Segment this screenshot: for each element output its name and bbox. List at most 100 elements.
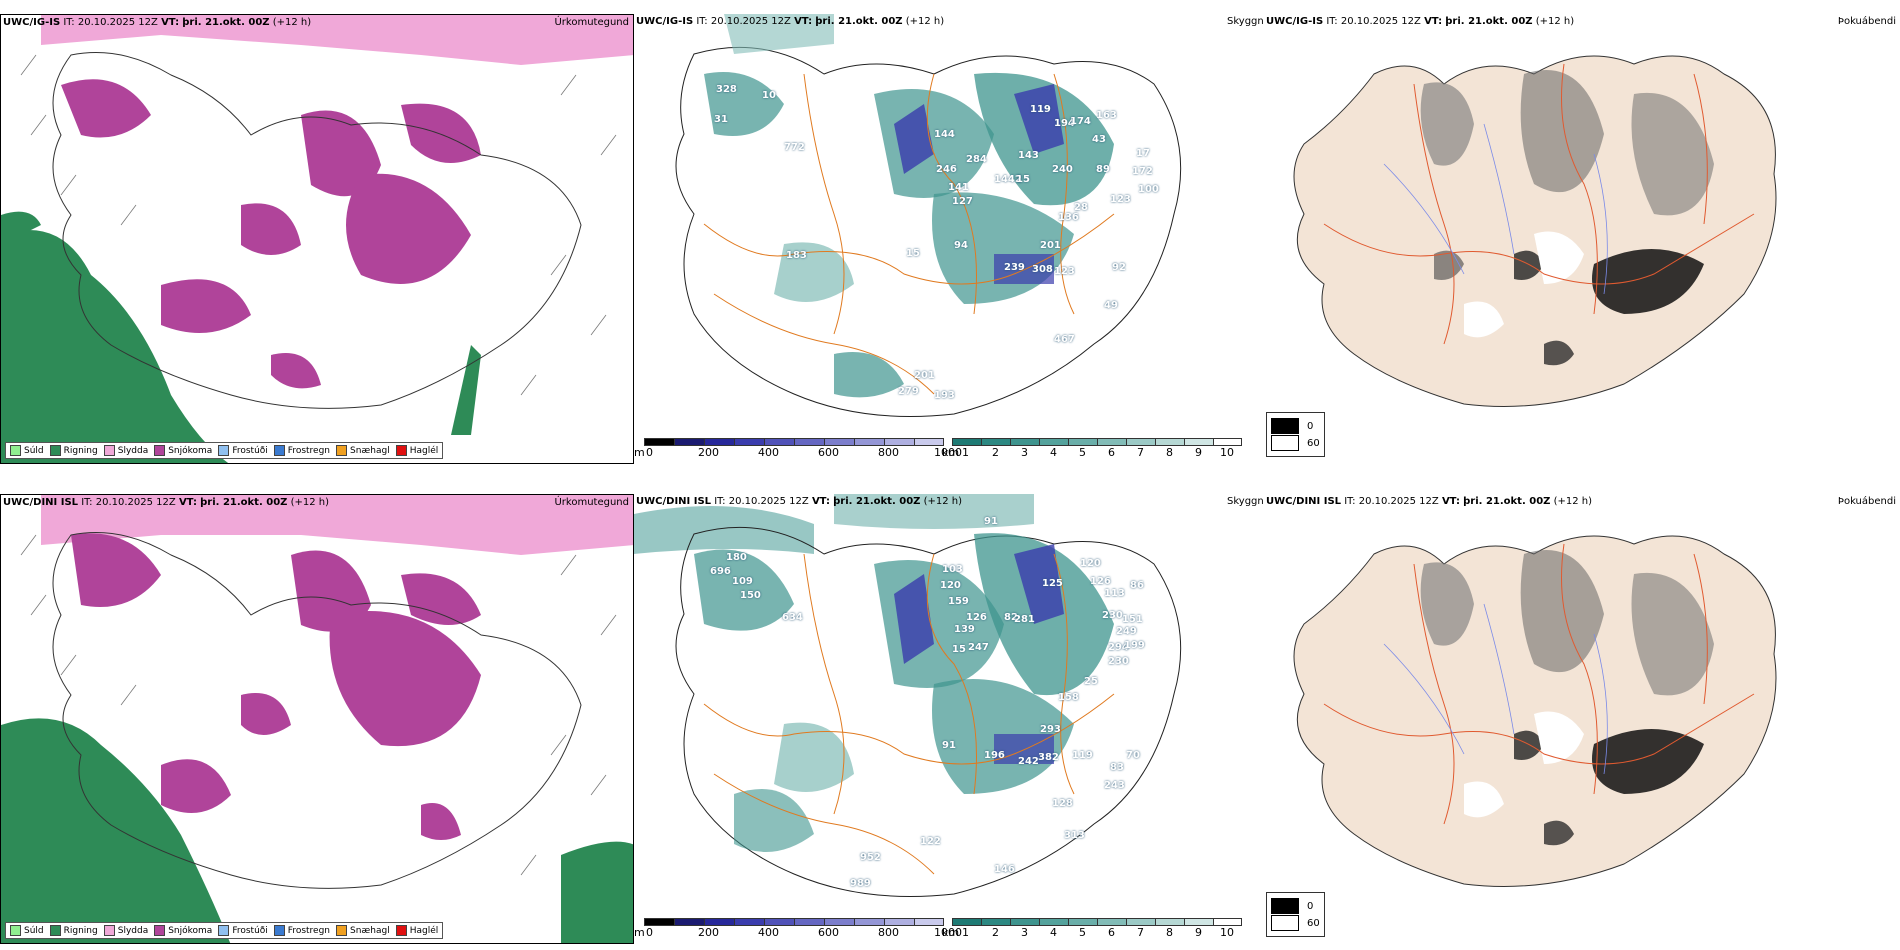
legend-swatch [10, 925, 21, 936]
visibility-value-label: 247 [968, 642, 989, 653]
precip-legend-row2: Súld Rigning Slydda Snjókoma Frostúði Fr… [5, 922, 444, 939]
visibility-value-label: 125 [1042, 578, 1063, 589]
precip-header-row2: UWC/DINI ISL IT: 20.10.2025 12Z VT: þri.… [3, 497, 330, 508]
visibility-value-label: 120 [1080, 558, 1101, 569]
visibility-value-label: 279 [898, 386, 919, 397]
visibility-value-label: 143 [1018, 150, 1039, 161]
visibility-header-row1: UWC/IG-IS IT: 20.10.2025 12Z VT: þri. 21… [636, 16, 945, 27]
fog-legend-label: 60 [1307, 437, 1320, 449]
visibility-value-label: 126 [966, 612, 987, 623]
visibility-value-label: 150 [740, 590, 761, 601]
visibility-value-label: 17 [1136, 148, 1150, 159]
legend-swatch [336, 445, 348, 456]
legend-label: Rigning [63, 445, 98, 456]
legend-swatch [10, 445, 21, 456]
legend-label: Snæhagl [350, 445, 390, 456]
visibility-value-label: 127 [952, 196, 973, 207]
precip-map-row1 [1, 15, 633, 463]
visibility-value-label: 103 [942, 564, 963, 575]
visibility-value-label: 123 [1054, 266, 1075, 277]
visibility-value-label: 194 [1054, 118, 1075, 129]
visibility-value-label: 146 [994, 864, 1015, 875]
legend-swatch [49, 925, 61, 936]
visibility-value-label: 15 [906, 248, 920, 259]
precip-panel-row1: UWC/IG-IS IT: 20.10.2025 12Z VT: þri. 21… [0, 14, 634, 464]
visibility-value-label: 49 [1104, 300, 1118, 311]
legend-label: Súld [24, 445, 44, 456]
legend-label: Slydda [117, 925, 149, 936]
visibility-panel-row2: Skyggni m 0 200 400 600 800 1000 km 1 2 … [634, 494, 1264, 944]
visibility-value-label: 91 [984, 516, 998, 527]
visibility-value-label: 119 [1072, 750, 1093, 761]
visibility-labels-row2: km 1 2 3 4 5 6 7 8 9 10 [942, 926, 1234, 939]
fog-legend-label: 60 [1307, 917, 1320, 929]
visibility-value-label: 772 [784, 142, 805, 153]
visibility-value-label: 83 [1110, 762, 1124, 773]
legend-label: Snjókoma [168, 445, 213, 456]
legend-swatch [154, 445, 166, 456]
visibility-value-label: 230 [1108, 656, 1129, 667]
legend-swatch [273, 445, 285, 456]
legend-label: Frostregn [287, 925, 331, 936]
fog-legend-label: 0 [1307, 420, 1314, 432]
visibility-value-label: 15 [952, 644, 966, 655]
precip-legend-row1: Súld Rigning Slydda Snjókoma Frostúði Fr… [5, 442, 444, 459]
visibility-title-row2: Skyggni [1227, 496, 1264, 507]
visibility-value-label: 230 [1102, 610, 1123, 621]
visibility-value-label: 70 [1126, 750, 1140, 761]
visibility-value-label: 989 [850, 878, 871, 889]
visibility-value-label: 467 [1054, 334, 1075, 345]
precip-panel-row2: UWC/DINI ISL IT: 20.10.2025 12Z VT: þri.… [0, 494, 634, 944]
visibility-value-label: 239 [1004, 262, 1025, 273]
visibility-value-label: 113 [1104, 588, 1125, 599]
visibility-value-label: 120 [940, 580, 961, 591]
legend-swatch [103, 925, 115, 936]
visibility-value-label: 139 [954, 624, 975, 635]
legend-swatch [218, 445, 230, 456]
visibility-value-label: 172 [1132, 166, 1153, 177]
visibility-value-label: 180 [726, 552, 747, 563]
precip-map-row2 [1, 495, 633, 943]
legend-swatch [154, 925, 166, 936]
visibility-value-label: 634 [782, 612, 803, 623]
visibility-panel-row1: Skyggni m 0 200 400 600 800 1000 km 1 2 … [634, 14, 1264, 464]
visibility-value-label: 201 [1040, 240, 1061, 251]
visibility-header-row2: UWC/DINI ISL IT: 20.10.2025 12Z VT: þri.… [636, 496, 963, 507]
visibility-value-label: 952 [860, 852, 881, 863]
fog-map-row2 [1293, 535, 1777, 887]
legend-label: Rigning [63, 925, 98, 936]
legend-label: Frostúði [232, 925, 268, 936]
precip-title-row1: Úrkomutegund [554, 17, 629, 28]
visibility-value-label: 151 [1122, 614, 1143, 625]
elevation-labels-row1: m 0 200 400 600 800 1000 [634, 446, 962, 459]
elevation-colorbar-row1 [644, 438, 944, 446]
visibility-value-label: 94 [954, 240, 968, 251]
visibility-value-label: 109 [732, 576, 753, 587]
visibility-value-label: 28 [1074, 202, 1088, 213]
legend-swatch [273, 925, 285, 936]
visibility-value-label: 193 [934, 390, 955, 401]
legend-label: Snæhagl [350, 925, 390, 936]
fog-legend-label: 0 [1307, 900, 1314, 912]
visibility-value-label: 328 [716, 84, 737, 95]
visibility-value-label: 199 [1124, 640, 1145, 651]
visibility-value-label: 89 [1096, 164, 1110, 175]
fog-title-row2: Þokuábendi [1837, 496, 1896, 507]
legend-label: Súld [24, 925, 44, 936]
visibility-value-label: 174 [1070, 116, 1091, 127]
visibility-value-label: 119 [1030, 104, 1051, 115]
legend-swatch [395, 445, 407, 456]
fog-legend-white [1271, 435, 1299, 451]
visibility-value-label: 163 [1096, 110, 1117, 121]
visibility-value-label: 91 [942, 740, 956, 751]
elevation-colorbar-row2 [644, 918, 944, 926]
legend-swatch [395, 925, 407, 936]
legend-label: Frostregn [287, 445, 331, 456]
visibility-colorbar-row2 [952, 918, 1242, 926]
visibility-value-label: 144 [934, 129, 955, 140]
fog-map-row1 [1293, 55, 1777, 407]
visibility-value-label: 126 [1090, 576, 1111, 587]
legend-label: Haglél [409, 925, 439, 936]
fog-legend-white [1271, 915, 1299, 931]
visibility-value-label: 281 [1014, 614, 1035, 625]
